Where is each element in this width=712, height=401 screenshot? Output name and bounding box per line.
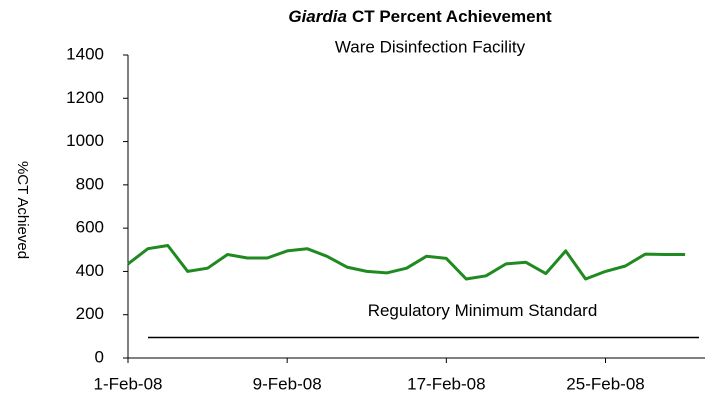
- y-tick-label: 800: [76, 174, 104, 193]
- x-tick-label: 9-Feb-08: [253, 374, 322, 393]
- chart-title: Giardia CT Percent Achievement: [288, 7, 552, 26]
- y-tick-label: 0: [95, 347, 104, 366]
- y-tick-label: 1400: [66, 44, 104, 63]
- y-axis-label: %CT Achieved: [14, 161, 31, 259]
- y-tick-label: 200: [76, 304, 104, 323]
- title-rest: CT Percent Achievement: [352, 7, 552, 26]
- data-line: [127, 244, 686, 281]
- x-tick-label: 17-Feb-08: [407, 374, 485, 393]
- title-italic: Giardia: [288, 7, 347, 26]
- x-tick-label: 25-Feb-08: [566, 374, 644, 393]
- reference-label: Regulatory Minimum Standard: [368, 301, 598, 320]
- y-tick-label: 400: [76, 261, 104, 280]
- x-tick-label: 1-Feb-08: [94, 374, 163, 393]
- chart-subtitle: Ware Disinfection Facility: [335, 37, 526, 56]
- y-tick-label: 1200: [66, 88, 104, 107]
- y-tick-label: 600: [76, 218, 104, 237]
- y-tick-label: 1000: [66, 131, 104, 150]
